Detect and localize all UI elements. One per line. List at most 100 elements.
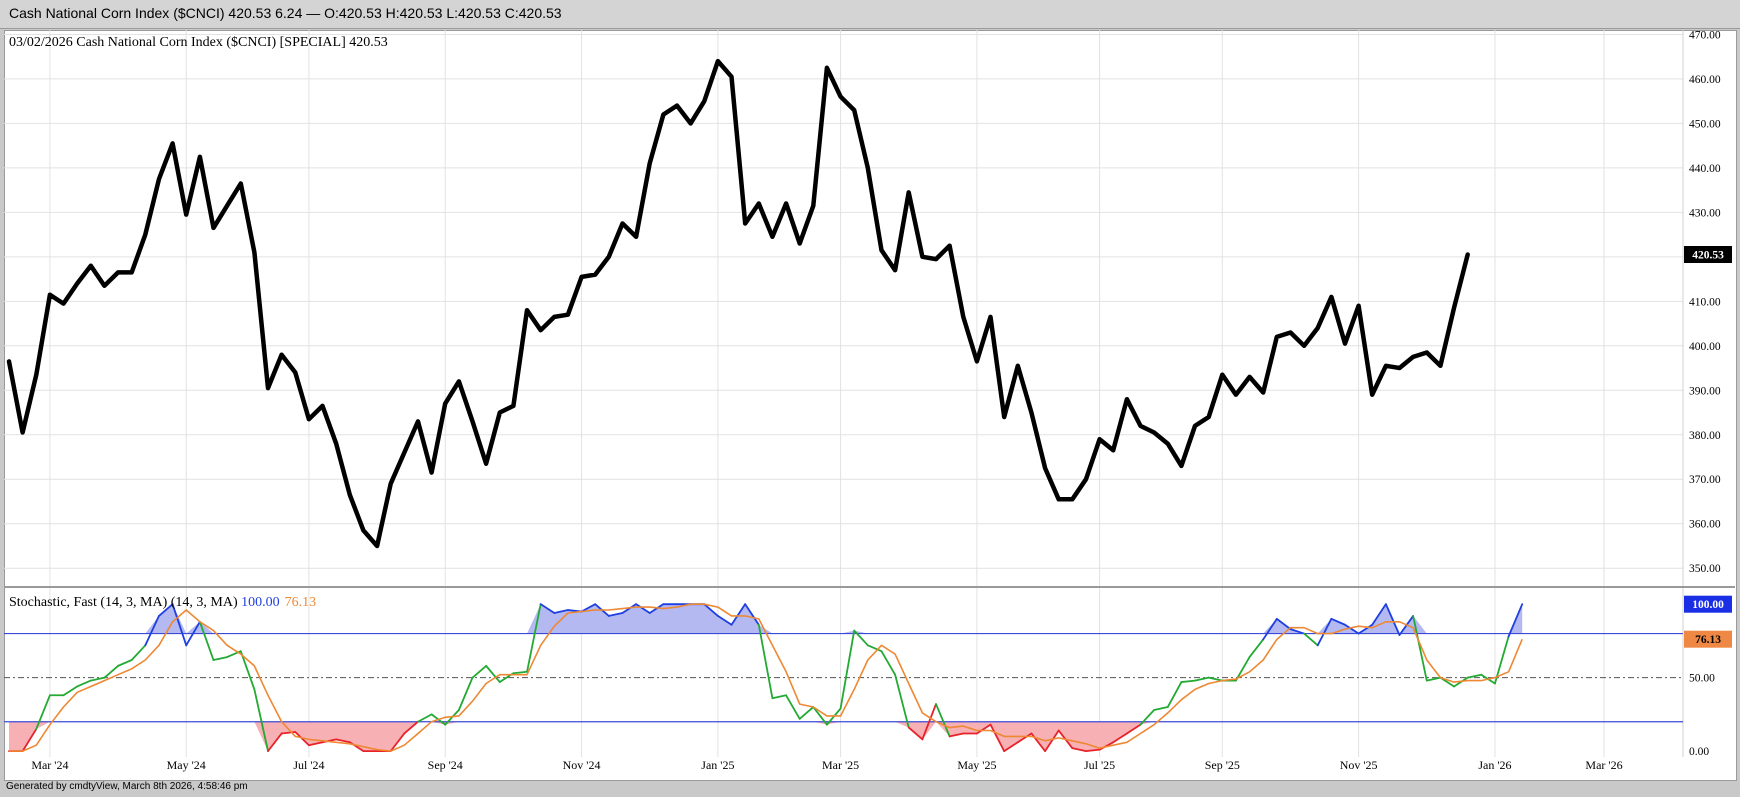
stochastic-k-segment bbox=[1112, 732, 1128, 744]
stochastic-header-prefix: Stochastic, Fast (14, 3, MA) (14, 3, MA) bbox=[9, 595, 241, 610]
stochastic-k-segment bbox=[1194, 676, 1210, 682]
stochastic-k-segment bbox=[1071, 747, 1087, 753]
stochastic-k-segment bbox=[198, 620, 215, 661]
series-lines bbox=[6, 58, 1524, 753]
stochastic-k-segment bbox=[798, 706, 815, 720]
stochastic-d-value: 76.13 bbox=[285, 595, 317, 610]
x-tick-label: Mar '24 bbox=[31, 758, 68, 772]
y-tick-label: 360.00 bbox=[1689, 519, 1721, 531]
stochastic-k-segment bbox=[1235, 656, 1251, 682]
stochastic-k-segment bbox=[539, 603, 556, 614]
y-tick-label: 470.00 bbox=[1689, 29, 1721, 41]
footer-generated-text: Generated by cmdtyView, March 8th 2026, … bbox=[6, 781, 248, 792]
x-tick-label: Jul '24 bbox=[293, 758, 324, 772]
stochastic-k-segment bbox=[1384, 603, 1401, 636]
stochastic-y-tick-label: 0.00 bbox=[1689, 746, 1709, 758]
stochastic-k-segment bbox=[948, 732, 965, 738]
stochastic-k-segment bbox=[1425, 676, 1442, 682]
stochastic-k-segment bbox=[280, 731, 297, 735]
stochastic-k-segment bbox=[866, 644, 883, 653]
stochastic-k-segment bbox=[1412, 615, 1428, 682]
stochastic-k-segment bbox=[1507, 603, 1524, 638]
stochastic-k-segment bbox=[730, 603, 747, 626]
stochastic-k-segment bbox=[1153, 706, 1169, 711]
stochastic-k-segment bbox=[35, 694, 51, 730]
stochastic-k-segment bbox=[716, 615, 733, 626]
y-tick-label: 400.00 bbox=[1689, 341, 1721, 353]
grid-lines bbox=[4, 30, 1684, 757]
x-tick-label: Sep '24 bbox=[428, 758, 463, 772]
stochastic-k-segment bbox=[744, 603, 760, 626]
last-price-badge-text: 420.53 bbox=[1692, 250, 1724, 262]
stochastic-k-segment bbox=[1180, 679, 1196, 683]
stochastic-k-segment bbox=[1207, 676, 1224, 682]
stochastic-k-segment bbox=[1262, 617, 1278, 641]
stochastic-k-segment bbox=[976, 723, 992, 735]
x-tick-label: Jul '25 bbox=[1084, 758, 1115, 772]
window-title: Cash National Corn Index ($CNCI) 420.53 … bbox=[9, 5, 562, 21]
price-panel-header: 03/02/2026 Cash National Corn Index ($CN… bbox=[9, 35, 388, 50]
stochastic-k-segment bbox=[1125, 723, 1142, 735]
stochastic-k-segment bbox=[1289, 628, 1305, 635]
stochastic-k-segment bbox=[785, 694, 801, 720]
stochastic-d-badge-text: 76.13 bbox=[1695, 634, 1721, 646]
stochastic-k-segment bbox=[1275, 617, 1292, 631]
stochastic-k-segment bbox=[580, 603, 597, 613]
y-tick-label: 460.00 bbox=[1689, 74, 1721, 86]
stochastic-k-segment bbox=[989, 723, 1006, 753]
x-tick-label: May '25 bbox=[957, 758, 996, 772]
x-tick-label: Mar '25 bbox=[822, 758, 859, 772]
stochastic-k-segment bbox=[403, 720, 419, 735]
stochastic-k-segment bbox=[158, 603, 174, 617]
stochastic-k-segment bbox=[1316, 617, 1333, 647]
stochastic-k-segment bbox=[1003, 741, 1019, 753]
y-tick-label: 440.00 bbox=[1689, 163, 1721, 175]
y-tick-label: 390.00 bbox=[1689, 385, 1721, 397]
y-tick-label: 350.00 bbox=[1689, 563, 1721, 575]
stochastic-k-badge-text: 100.00 bbox=[1692, 599, 1724, 611]
x-tick-label: May '24 bbox=[167, 758, 206, 772]
stochastic-panel-header: Stochastic, Fast (14, 3, MA) (14, 3, MA)… bbox=[9, 595, 316, 610]
stochastic-k-segment bbox=[771, 694, 787, 700]
stochastic-k-segment bbox=[1330, 617, 1346, 626]
stochastic-k-segment bbox=[526, 603, 542, 673]
window-titlebar: Cash National Corn Index ($CNCI) 420.53 … bbox=[0, 0, 1740, 29]
stochastic-k-segment bbox=[1016, 732, 1033, 744]
stochastic-k-segment bbox=[1303, 632, 1319, 647]
price-line bbox=[6, 58, 1470, 549]
x-tick-label: Nov '25 bbox=[1340, 758, 1378, 772]
stochastic-k-segment bbox=[1466, 673, 1483, 679]
stochastic-d-badge bbox=[1684, 630, 1732, 648]
stochastic-k-segment bbox=[853, 629, 869, 647]
stochastic-k-segment bbox=[117, 659, 133, 667]
stochastic-k-segment bbox=[935, 703, 951, 738]
stochastic-k-segment bbox=[212, 656, 229, 661]
stochastic-k-segment bbox=[512, 670, 528, 675]
stochastic-k-segment bbox=[880, 650, 897, 676]
stochastic-k-segment bbox=[267, 732, 283, 753]
stochastic-y-tick-label: 50.00 bbox=[1689, 673, 1715, 685]
y-tick-label: 370.00 bbox=[1689, 474, 1721, 486]
stochastic-k-segment bbox=[21, 728, 38, 753]
stochastic-k-segment bbox=[757, 623, 774, 700]
y-tick-label: 410.00 bbox=[1689, 296, 1721, 308]
stochastic-k-segment bbox=[308, 741, 324, 747]
stochastic-k-segment bbox=[907, 726, 924, 741]
stochastic-fills bbox=[9, 604, 1523, 752]
stochastic-k-segment bbox=[171, 603, 188, 647]
stochastic-k-segment bbox=[89, 676, 106, 682]
stochastic-k-segment bbox=[553, 609, 569, 614]
x-tick-label: Nov '24 bbox=[563, 758, 601, 772]
axis-labels: Mar '24 May '24 Jul '24 Sep '24 Nov '24 Jan '… bbox=[31, 29, 1721, 772]
stochastic-k-value: 100.00 bbox=[241, 595, 280, 610]
stochastic-k-segment bbox=[471, 664, 488, 679]
stochastic-k-segment bbox=[1357, 623, 1374, 635]
stochastic-k-segment bbox=[703, 603, 719, 617]
y-tick-label: 430.00 bbox=[1689, 207, 1721, 219]
stochastic-k-segment bbox=[76, 679, 92, 688]
stochastic-k-segment bbox=[144, 615, 160, 647]
x-tick-label: Sep '25 bbox=[1205, 758, 1240, 772]
stochastic-d-line bbox=[9, 603, 1523, 752]
stochastic-k-segment bbox=[1139, 709, 1156, 726]
